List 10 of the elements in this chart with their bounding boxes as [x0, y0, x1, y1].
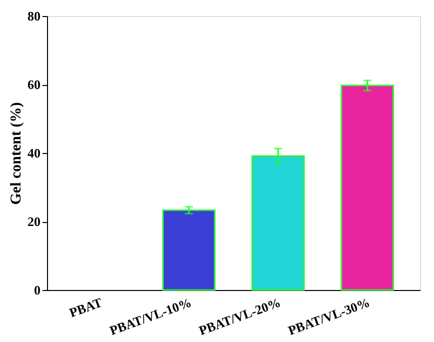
x-tick-label: PBAT: [67, 294, 104, 320]
bar: [340, 84, 394, 291]
bar: [162, 209, 216, 291]
y-axis-title: Gel content (%): [8, 102, 24, 205]
y-tick-label: 0: [34, 282, 40, 298]
y-tick-label: 60: [28, 77, 40, 92]
y-tick-label: 20: [28, 214, 40, 229]
bar: [251, 155, 305, 291]
y-tick-label: 80: [28, 8, 40, 24]
y-tick-label: 40: [28, 146, 40, 160]
